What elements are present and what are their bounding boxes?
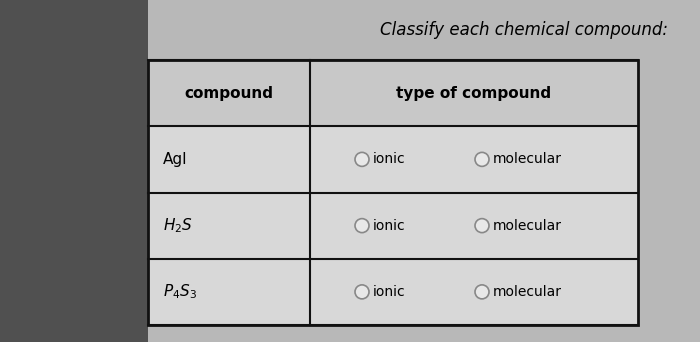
Circle shape	[475, 153, 489, 166]
Text: ionic: ionic	[373, 285, 405, 299]
Circle shape	[475, 219, 489, 233]
Text: $H_2S$: $H_2S$	[163, 216, 193, 235]
Text: molecular: molecular	[493, 153, 562, 166]
Circle shape	[355, 285, 369, 299]
Circle shape	[355, 219, 369, 233]
Text: type of compound: type of compound	[396, 86, 552, 101]
Text: ionic: ionic	[373, 219, 405, 233]
Circle shape	[355, 153, 369, 166]
Bar	[0, 0, 148, 342]
Bar	[148, 60, 638, 126]
Text: Classify each chemical compound:: Classify each chemical compound:	[380, 21, 668, 39]
Text: compound: compound	[185, 86, 274, 101]
Text: AgI: AgI	[163, 152, 188, 167]
Bar	[148, 60, 638, 325]
Circle shape	[475, 285, 489, 299]
Text: ionic: ionic	[373, 153, 405, 166]
Text: molecular: molecular	[493, 219, 562, 233]
Text: $P_4S_3$: $P_4S_3$	[163, 282, 197, 301]
Bar	[148, 60, 638, 325]
Text: molecular: molecular	[493, 285, 562, 299]
